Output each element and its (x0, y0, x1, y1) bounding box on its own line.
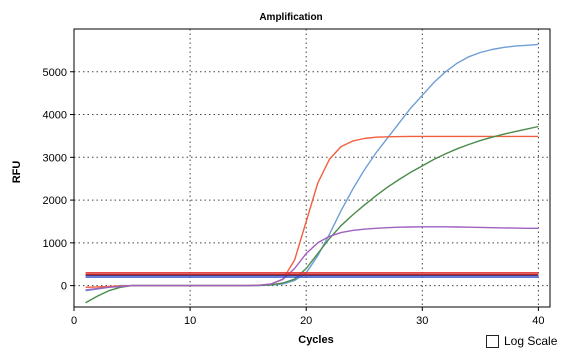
x-tick-label: 20 (300, 315, 312, 327)
y-tick-label: 2000 (43, 195, 67, 207)
x-tick-label: 40 (532, 315, 544, 327)
log-scale-toggle[interactable]: Log Scale (486, 333, 557, 349)
x-axis-title: Cycles (298, 334, 333, 346)
series-lines (85, 43, 539, 304)
y-tick-label: 4000 (43, 110, 67, 122)
series-line-1 (85, 43, 539, 292)
x-axis-ticks: 0 10 20 30 40 (71, 307, 545, 327)
log-scale-label: Log Scale (504, 334, 558, 348)
series-line-3 (85, 125, 539, 304)
plot-frame (73, 28, 551, 308)
series-line-4 (85, 226, 539, 291)
y-axis-title: RFU (11, 161, 23, 184)
x-tick-label: 0 (71, 315, 77, 327)
x-tick-label: 30 (416, 315, 428, 327)
x-tick-label: 10 (184, 315, 196, 327)
y-tick-label: 5000 (43, 67, 67, 79)
log-scale-checkbox[interactable] (486, 334, 499, 348)
y-tick-label: 0 (61, 281, 67, 293)
y-axis-ticks: 0 1000 2000 3000 4000 5000 (43, 67, 74, 293)
chart-title: Amplification (259, 12, 322, 23)
y-tick-label: 1000 (43, 238, 67, 250)
y-tick-label: 3000 (43, 152, 67, 164)
